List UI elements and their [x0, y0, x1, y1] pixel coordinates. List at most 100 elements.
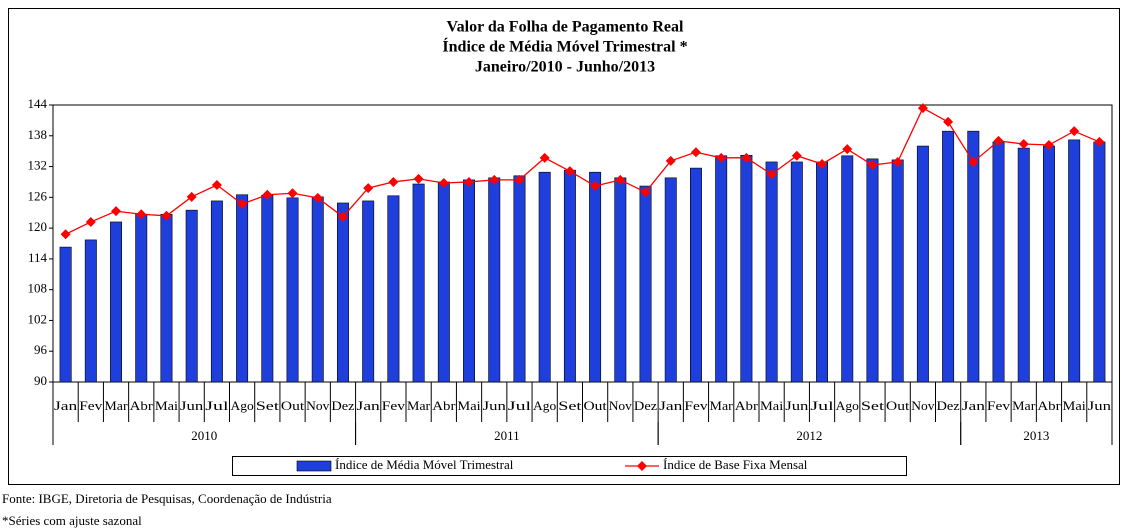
x-tick-label: Abr: [432, 398, 456, 413]
y-tick-label: 138: [28, 127, 48, 142]
bar: [916, 145, 929, 383]
bar: [689, 167, 702, 383]
line-marker: [741, 152, 752, 163]
line-marker: [489, 174, 500, 185]
line-marker: [842, 144, 853, 155]
line-marker: [690, 147, 701, 158]
legend-marker: [637, 461, 647, 471]
line-marker: [237, 199, 248, 210]
bar: [992, 141, 1005, 383]
line-marker: [60, 229, 71, 240]
bar: [614, 177, 627, 383]
footnote: *Séries com ajuste sazonal: [2, 513, 142, 528]
x-tick-label: Nov: [609, 398, 633, 413]
bar: [135, 213, 148, 383]
x-tick-label: Fev: [684, 398, 708, 413]
bar: [740, 154, 753, 383]
x-tick-label: Dez: [634, 398, 657, 413]
x-tick-label: Jun: [180, 398, 204, 413]
line-marker: [186, 191, 197, 202]
y-tick-label: 102: [28, 311, 48, 326]
line-marker: [312, 192, 323, 203]
x-tick-label: Jun: [785, 398, 809, 413]
x-tick-label: Mai: [457, 398, 481, 413]
x-tick-label: Nov: [306, 398, 330, 413]
x-tick-label: Mai: [1063, 398, 1087, 413]
x-tick-label: Abr: [1037, 398, 1061, 413]
bar: [236, 194, 249, 383]
line-marker: [211, 180, 222, 191]
x-tick-label: Jun: [1088, 398, 1112, 413]
y-tick-label: 144: [28, 96, 48, 111]
source-note: Fonte: IBGE, Diretoria de Pesquisas, Coo…: [2, 491, 332, 506]
x-tick-label: Jan: [962, 398, 986, 413]
x-tick-label: Jan: [54, 398, 78, 413]
y-tick-label: 132: [28, 158, 48, 173]
bar: [1017, 147, 1030, 383]
bar: [538, 171, 551, 383]
x-tick-label: Ago: [836, 398, 859, 413]
line-marker: [716, 152, 727, 163]
line-marker: [287, 188, 298, 199]
x-tick-label: Mar: [710, 398, 734, 413]
bar: [185, 209, 198, 383]
bar: [664, 177, 677, 383]
bar: [362, 200, 375, 383]
x-tick-label: Mar: [1012, 398, 1036, 413]
y-tick-label: 90: [34, 373, 47, 388]
bar: [563, 169, 576, 383]
bar: [437, 181, 450, 383]
bar: [841, 155, 854, 383]
y-tick-label: 120: [28, 219, 48, 234]
legend-label: Índice de Média Móvel Trimestral: [335, 457, 514, 472]
line-marker: [640, 187, 651, 198]
x-tick-label: Mar: [104, 398, 128, 413]
bar: [1068, 139, 1081, 383]
line-marker: [161, 210, 172, 221]
x-tick-label: Jun: [483, 398, 507, 413]
line-marker: [262, 189, 273, 200]
line-marker: [464, 176, 475, 187]
y-tick-label: 114: [28, 250, 48, 265]
x-tick-label: Abr: [735, 398, 759, 413]
chart-subtitle: Índice de Média Móvel Trimestral *: [442, 37, 687, 56]
legend-box: [232, 456, 907, 476]
line-marker: [388, 176, 399, 187]
bar: [589, 171, 602, 383]
bar: [816, 161, 829, 383]
x-tick-label: Jul: [508, 398, 532, 413]
line-marker: [363, 183, 374, 194]
x-tick-label: Abr: [130, 398, 154, 413]
line: [65, 107, 1100, 235]
x-tick-label: Set: [256, 398, 280, 413]
line-marker: [615, 174, 626, 185]
bar: [59, 246, 72, 383]
line-marker: [564, 166, 575, 177]
x-tick-label: Jul: [205, 398, 229, 413]
line-marker: [665, 155, 676, 166]
line-marker: [1018, 138, 1029, 149]
bar: [942, 130, 955, 383]
line-marker: [590, 181, 601, 192]
legend-label: Índice de Base Fixa Mensal: [663, 457, 808, 472]
x-tick-label: Jul: [810, 398, 834, 413]
x-tick-label: Fev: [987, 398, 1011, 413]
bar: [463, 179, 476, 383]
bar: [311, 196, 324, 383]
year-label: 2013: [1023, 428, 1049, 443]
y-tick-label: 126: [28, 188, 48, 203]
year-label: 2012: [796, 428, 822, 443]
line-marker: [1094, 136, 1105, 147]
plot-area: [52, 104, 1113, 383]
bar: [967, 130, 980, 383]
bar: [488, 177, 501, 383]
line-marker: [917, 103, 928, 114]
line-marker: [892, 156, 903, 167]
bar: [110, 221, 123, 383]
bar: [1042, 145, 1055, 383]
bar: [210, 200, 223, 383]
bar: [84, 239, 97, 383]
bar: [513, 175, 526, 383]
bar: [160, 213, 173, 383]
line-marker: [539, 152, 550, 163]
